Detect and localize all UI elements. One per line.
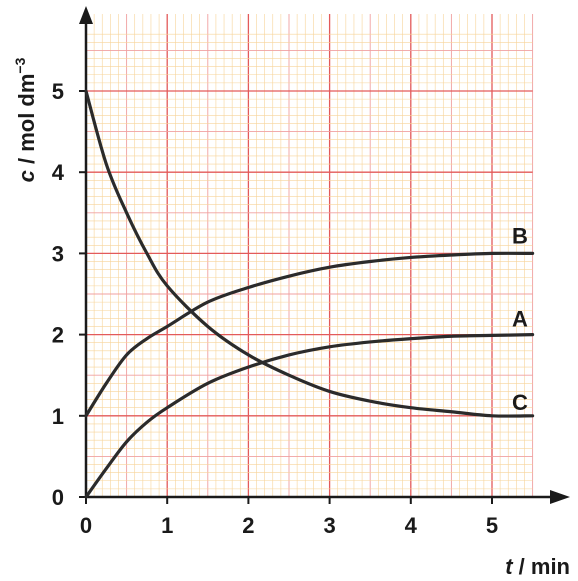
y-axis-arrow xyxy=(79,6,93,24)
x-tick-label: 0 xyxy=(80,513,92,538)
y-axis-label-var: c xyxy=(14,170,39,182)
y-axis-label: c / mol dm−3 xyxy=(12,57,39,182)
series-line-c xyxy=(84,89,535,418)
series-label-c: C xyxy=(512,390,528,415)
x-tick-label: 5 xyxy=(486,513,498,538)
x-tick-label: 3 xyxy=(323,513,335,538)
tick-labels: 0 1 2 3 4 5 0 1 2 3 4 5 xyxy=(52,79,498,538)
y-axis-label-sup: −3 xyxy=(12,57,28,73)
y-tick-label: 4 xyxy=(52,160,65,185)
x-tick-label: 1 xyxy=(161,513,173,538)
y-tick-label: 2 xyxy=(52,323,64,348)
axes xyxy=(79,6,570,504)
y-tick-label: 1 xyxy=(52,404,64,429)
axis-labels: c / mol dm−3 t / min xyxy=(12,57,570,579)
y-axis-label-text: / mol dm xyxy=(14,74,39,171)
series-lines: A B C xyxy=(84,89,535,499)
x-axis-label: t / min xyxy=(505,554,570,579)
y-tick-label: 0 xyxy=(52,485,64,510)
y-tick-label: 5 xyxy=(52,79,64,104)
series-label-a: A xyxy=(512,307,528,332)
series-line-b xyxy=(84,251,535,418)
y-tick-label: 3 xyxy=(52,241,64,266)
x-axis-arrow xyxy=(550,490,570,504)
x-axis-label-var: t xyxy=(505,554,514,579)
series-line-a xyxy=(84,333,535,499)
series-label-b: B xyxy=(512,223,528,248)
x-tick-label: 2 xyxy=(242,513,254,538)
x-axis-label-text: / min xyxy=(513,554,570,579)
x-tick-label: 4 xyxy=(405,513,418,538)
